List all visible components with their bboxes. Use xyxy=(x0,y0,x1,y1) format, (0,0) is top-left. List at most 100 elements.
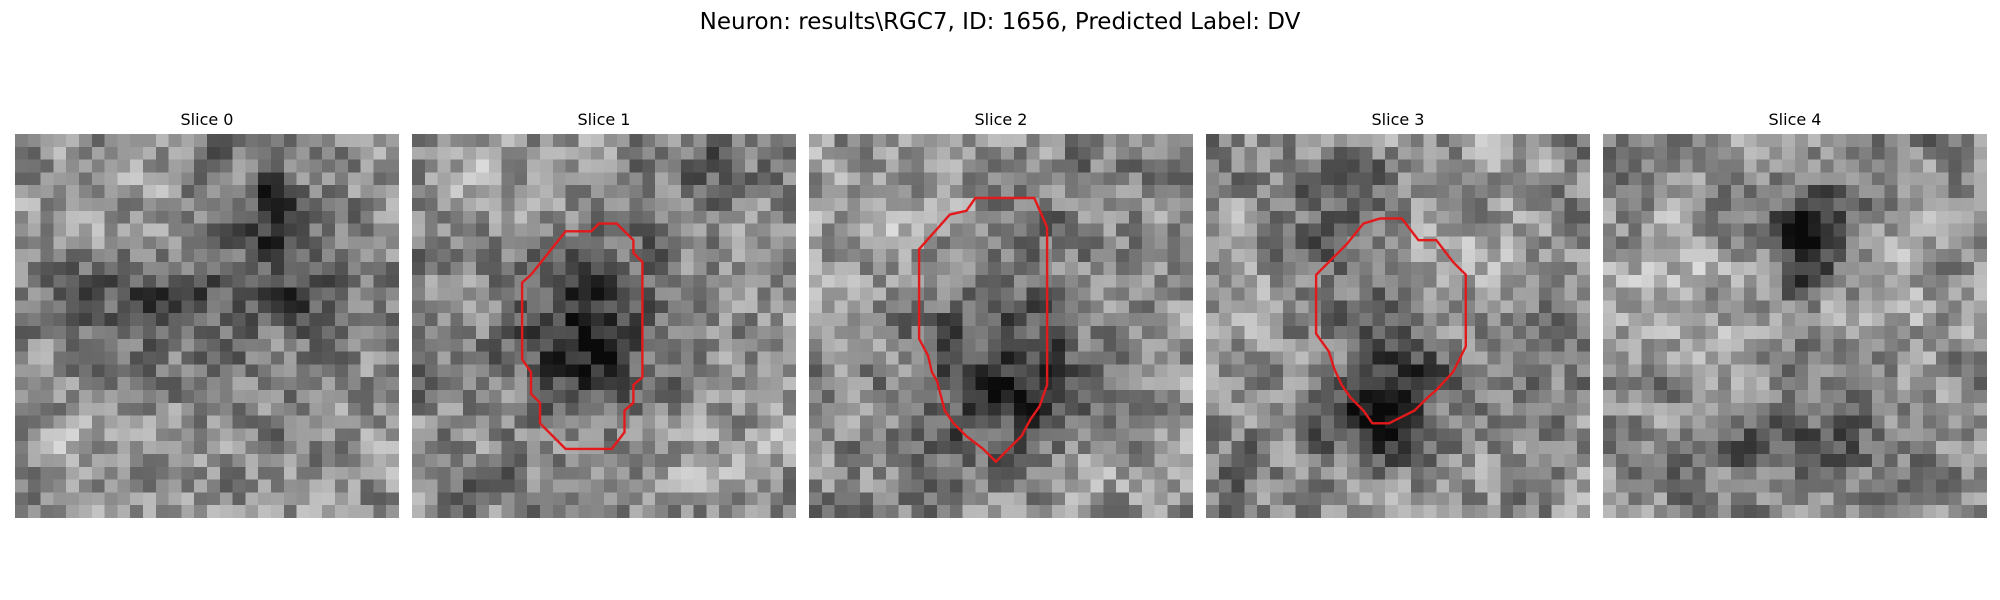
heatmap-cell xyxy=(168,287,182,301)
heatmap-cell xyxy=(924,262,938,276)
heatmap-cell xyxy=(719,428,733,442)
heatmap-cell xyxy=(834,479,848,493)
heatmap-cell xyxy=(1244,159,1258,173)
heatmap-cell xyxy=(706,159,720,173)
heatmap-cell xyxy=(1769,210,1783,225)
heatmap-cell xyxy=(1103,505,1117,518)
heatmap-cell xyxy=(655,466,669,481)
heatmap-cell xyxy=(732,262,746,276)
heatmap-cell xyxy=(821,390,836,404)
heatmap-cell xyxy=(1807,146,1822,161)
heatmap-cell xyxy=(885,236,900,250)
heatmap-cell xyxy=(1641,198,1655,212)
heatmap-cell xyxy=(143,326,157,340)
heatmap-cell xyxy=(1935,326,1950,340)
heatmap-cell xyxy=(66,326,80,340)
heatmap-cell xyxy=(757,390,771,404)
heatmap-cell xyxy=(347,274,362,289)
heatmap-cell xyxy=(937,377,951,391)
heatmap-cell xyxy=(1820,249,1834,263)
heatmap-cell xyxy=(1871,185,1886,199)
heatmap-cell xyxy=(1026,454,1040,468)
heatmap-cell xyxy=(1398,415,1412,429)
heatmap-cell xyxy=(1180,185,1193,199)
heatmap-cell xyxy=(1654,210,1668,225)
heatmap-cell xyxy=(1756,210,1770,225)
heatmap-cell xyxy=(1103,146,1117,161)
heatmap-cell xyxy=(1154,146,1168,161)
heatmap-cell xyxy=(668,134,682,148)
heatmap-cell xyxy=(1820,313,1834,327)
heatmap-cell xyxy=(1359,134,1373,148)
heatmap-cell xyxy=(104,262,118,276)
heatmap-cell xyxy=(412,198,426,212)
heatmap-cell xyxy=(53,415,67,429)
heatmap-cell xyxy=(1372,377,1386,391)
heatmap-cell xyxy=(1667,185,1681,199)
heatmap-cell xyxy=(1756,313,1770,327)
heatmap-cell xyxy=(168,402,182,417)
heatmap-cell xyxy=(1141,505,1156,518)
heatmap-cell xyxy=(693,402,707,417)
heatmap-cell xyxy=(706,479,720,493)
heatmap-cell xyxy=(194,172,208,186)
heatmap-cell xyxy=(1935,287,1950,301)
heatmap-cell xyxy=(104,210,118,225)
heatmap-cell xyxy=(1923,274,1937,289)
heatmap-cell xyxy=(1244,466,1258,481)
heatmap-cell xyxy=(1410,198,1425,212)
heatmap-cell xyxy=(360,172,374,186)
heatmap-cell xyxy=(732,428,746,442)
heatmap-cell xyxy=(1743,210,1758,225)
heatmap-cell xyxy=(271,198,285,212)
heatmap-cell xyxy=(1385,441,1399,455)
heatmap-cell xyxy=(1807,185,1822,199)
heatmap-cell xyxy=(463,262,477,276)
heatmap-cell xyxy=(1615,262,1630,276)
heatmap-cell xyxy=(1231,172,1245,186)
heatmap-cell xyxy=(1065,351,1079,365)
heatmap-cell xyxy=(1846,505,1860,518)
heatmap-cell xyxy=(1436,146,1450,161)
heatmap-cell xyxy=(591,159,605,173)
heatmap-cell xyxy=(437,364,451,378)
heatmap-cell xyxy=(962,172,976,186)
heatmap-cell xyxy=(424,134,439,148)
heatmap-cell xyxy=(1923,134,1937,148)
heatmap-cell xyxy=(706,146,720,161)
heatmap-cell xyxy=(1398,249,1412,263)
heatmap-cell xyxy=(860,454,874,468)
heatmap-cell xyxy=(847,300,861,314)
heatmap-cell xyxy=(1820,377,1834,391)
heatmap-cell xyxy=(1782,249,1796,263)
heatmap-cell xyxy=(91,198,106,212)
heatmap-cell xyxy=(1116,236,1130,250)
heatmap-cell xyxy=(347,159,362,173)
heatmap-cell xyxy=(821,287,836,301)
heatmap-cell xyxy=(1410,415,1425,429)
heatmap-cell xyxy=(66,274,80,289)
heatmap-cell xyxy=(79,185,93,199)
heatmap-cell xyxy=(809,377,823,391)
heatmap-cell xyxy=(40,223,54,237)
heatmap-cell xyxy=(53,313,67,327)
heatmap-cell xyxy=(476,313,490,327)
heatmap-cell xyxy=(1807,466,1822,481)
heatmap-cell xyxy=(194,262,208,276)
heatmap-cell xyxy=(1615,415,1630,429)
heatmap-cell xyxy=(1321,326,1335,340)
heatmap-cell xyxy=(1487,274,1501,289)
heatmap-cell xyxy=(1334,390,1348,404)
heatmap-cell xyxy=(283,441,298,455)
heatmap-cell xyxy=(655,402,669,417)
heatmap-cell xyxy=(655,428,669,442)
heatmap-cell xyxy=(629,326,643,340)
heatmap-cell xyxy=(1257,159,1271,173)
heatmap-cell xyxy=(1859,351,1873,365)
heatmap-cell xyxy=(386,287,399,301)
heatmap-cell xyxy=(15,172,29,186)
heatmap-cell xyxy=(1001,300,1015,314)
heatmap-cell xyxy=(1154,262,1168,276)
heatmap-cell xyxy=(463,210,477,225)
heatmap-cell xyxy=(1462,274,1476,289)
